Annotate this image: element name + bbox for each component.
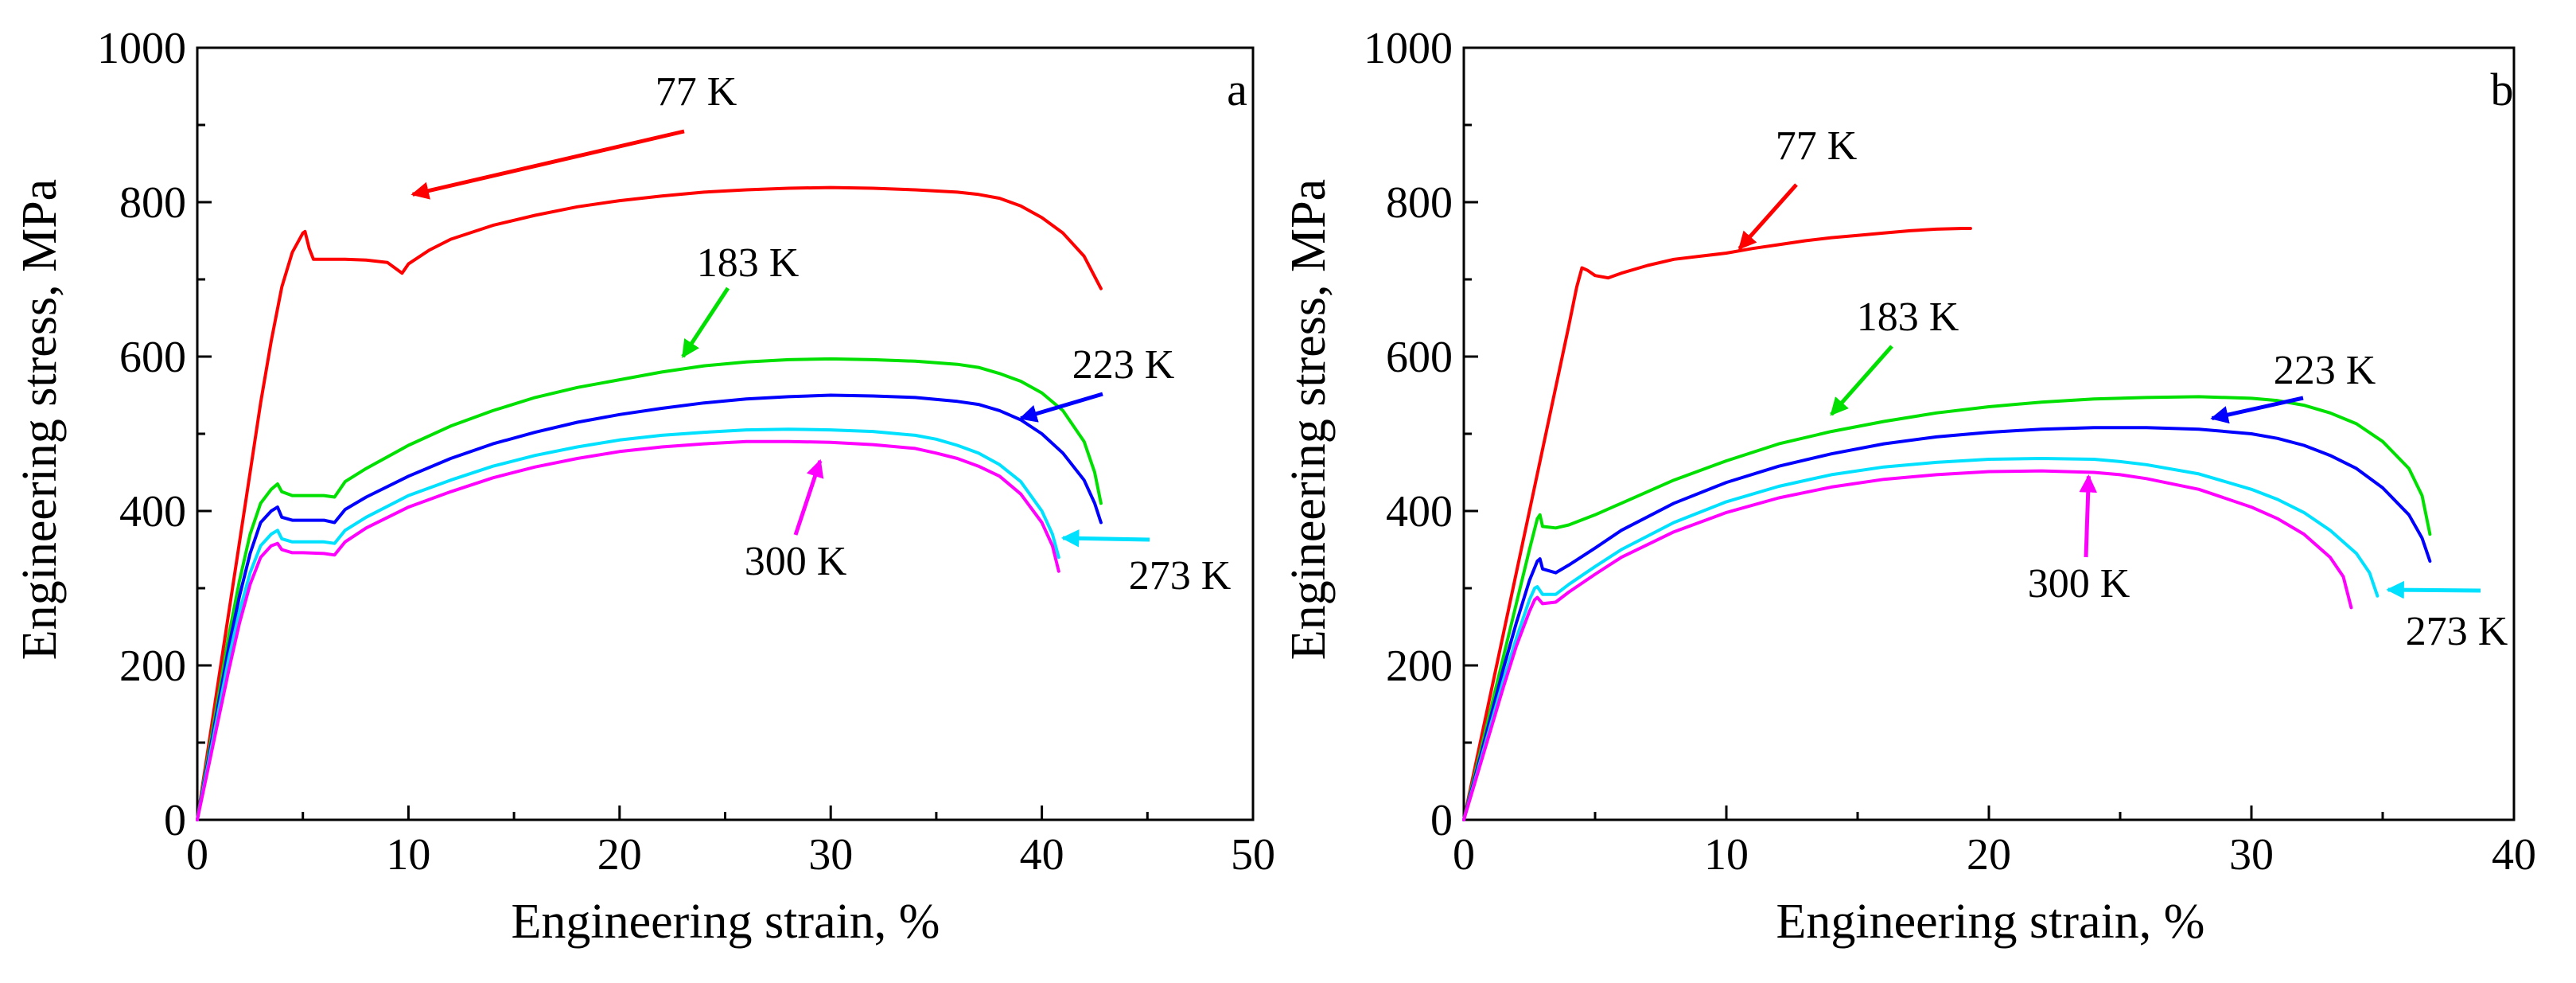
x-tick-label: 0 xyxy=(186,830,208,880)
series-line-77-k xyxy=(196,185,1103,821)
y-tick-label: 800 xyxy=(119,178,186,228)
y-tick-label: 600 xyxy=(1386,333,1453,382)
annotation-arrow-77-k xyxy=(411,129,685,200)
series-line-183-k xyxy=(196,357,1103,821)
annotation-label-183-k: 183 K xyxy=(1857,295,1959,340)
chart-a-annotations: 77 K 183 K 223 K 300 K 273 K xyxy=(411,69,1232,599)
chart-a-y-ticks: 0 200 400 600 800 1000 xyxy=(97,24,212,845)
chart-a-series-lines xyxy=(196,185,1103,821)
chart-b-x-ticks: 0 10 20 30 40 xyxy=(1453,806,2536,880)
y-tick-label: 600 xyxy=(119,333,186,382)
x-tick-label: 40 xyxy=(2492,830,2536,880)
x-tick-label: 40 xyxy=(1020,830,1064,880)
chart-b-panel-letter: b xyxy=(2491,64,2514,115)
chart-a-x-axis-title: Engineering strain, % xyxy=(512,895,940,949)
x-tick-label: 30 xyxy=(2229,830,2274,880)
y-tick-label: 0 xyxy=(164,796,186,845)
annotation-label-300-k: 300 K xyxy=(745,539,847,584)
annotation-arrow-183-k xyxy=(1830,345,1893,416)
annotation-label-223-k: 223 K xyxy=(2274,348,2376,393)
y-tick-label: 400 xyxy=(119,487,186,536)
chart-b-series-lines xyxy=(1462,227,2432,821)
annotation-label-183-k: 183 K xyxy=(697,240,800,286)
chart-b-x-axis-title: Engineering strain, % xyxy=(1776,895,2205,949)
series-line-300-k xyxy=(1462,469,2353,821)
annotation-arrow-300-k xyxy=(2079,474,2097,558)
chart-a-panel-letter: a xyxy=(1227,64,1247,115)
annotation-arrow-300-k xyxy=(793,458,824,536)
x-tick-label: 10 xyxy=(386,830,430,880)
x-tick-label: 20 xyxy=(1967,830,2011,880)
x-tick-label: 20 xyxy=(597,830,642,880)
y-tick-label: 200 xyxy=(1386,642,1453,691)
series-line-223-k xyxy=(196,393,1103,821)
annotation-arrow-77-k xyxy=(1737,183,1798,250)
y-tick-label: 0 xyxy=(1430,796,1453,845)
annotation-arrow-273-k xyxy=(2386,580,2481,599)
x-tick-label: 10 xyxy=(1704,830,1749,880)
chart-a-y-axis-title: Engineering stress, MPa xyxy=(13,179,67,660)
chart-panel-b: 0 10 20 30 40 0 200 400 600 800 1000 77 K 183 K 223… xyxy=(1282,24,2536,949)
y-tick-label: 400 xyxy=(1386,487,1453,536)
chart-a-plot-frame xyxy=(196,46,1255,821)
chart-a-axes-box xyxy=(196,46,1255,821)
y-tick-label: 800 xyxy=(1386,178,1453,228)
series-line-300-k xyxy=(196,439,1060,821)
annotation-arrow-183-k xyxy=(681,287,730,358)
chart-b-y-axis-title: Engineering stress, MPa xyxy=(1282,179,1336,660)
x-tick-label: 30 xyxy=(808,830,853,880)
y-tick-label: 1000 xyxy=(97,24,186,73)
series-line-77-k xyxy=(1462,227,1972,821)
series-line-273-k xyxy=(196,427,1060,821)
chart-a-x-ticks: 0 10 20 30 40 50 xyxy=(186,806,1275,880)
chart-b-y-ticks: 0 200 400 600 800 1000 xyxy=(1364,24,1478,845)
annotation-label-273-k: 273 K xyxy=(2406,609,2508,654)
x-tick-label: 0 xyxy=(1453,830,1475,880)
series-line-273-k xyxy=(1462,457,2379,821)
annotation-label-77-k: 77 K xyxy=(1776,123,1858,169)
series-line-183-k xyxy=(1462,395,2432,821)
y-tick-label: 1000 xyxy=(1364,24,1453,73)
annotation-label-300-k: 300 K xyxy=(2028,561,2130,607)
y-tick-label: 200 xyxy=(119,642,186,691)
chart-b-annotations: 77 K 183 K 223 K 300 K 273 K xyxy=(1737,123,2508,654)
annotation-label-223-k: 223 K xyxy=(1072,342,1175,388)
annotation-label-77-k: 77 K xyxy=(656,69,737,115)
annotation-arrow-273-k xyxy=(1060,529,1150,548)
annotation-arrow-223-k xyxy=(1018,392,1103,423)
chart-panel-a: 0 10 20 30 40 50 0 200 400 600 800 1000 77 K 183 K 2… xyxy=(13,24,1275,949)
x-tick-label: 50 xyxy=(1231,830,1275,880)
series-line-223-k xyxy=(1462,426,2432,821)
annotation-arrow-223-k xyxy=(2210,396,2304,424)
annotation-label-273-k: 273 K xyxy=(1129,553,1232,599)
